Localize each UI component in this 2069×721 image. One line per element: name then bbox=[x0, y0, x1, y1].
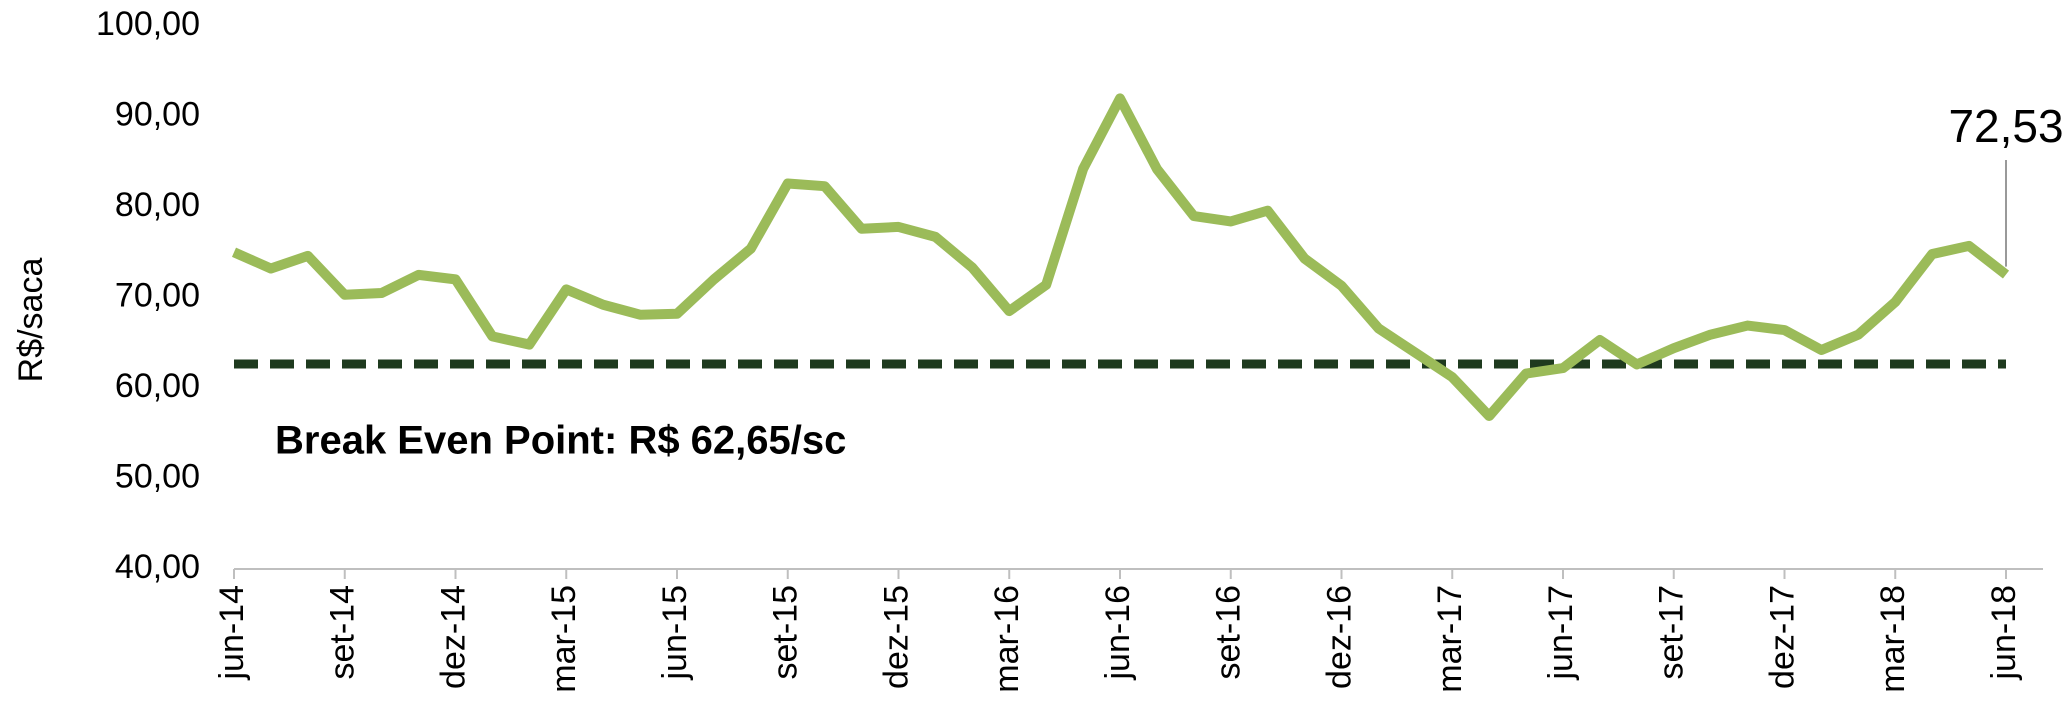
x-tick-label: set-16 bbox=[1210, 585, 1248, 680]
x-tick-label: set-15 bbox=[767, 585, 805, 680]
x-tick-label: set-14 bbox=[324, 585, 362, 680]
x-tick-label: jun-17 bbox=[1542, 585, 1580, 681]
y-tick-label: 90,00 bbox=[115, 95, 200, 133]
x-tick-label: mar-18 bbox=[1874, 585, 1912, 693]
reference-label: Break Even Point: R$ 62,65/sc bbox=[275, 419, 846, 463]
x-tick-label: mar-17 bbox=[1431, 585, 1469, 693]
y-tick-label: 70,00 bbox=[115, 276, 200, 314]
y-tick-label: 50,00 bbox=[115, 457, 200, 495]
x-tick-label: jun-16 bbox=[1099, 585, 1137, 681]
data-line bbox=[231, 93, 2010, 422]
x-tick-label: set-17 bbox=[1653, 585, 1691, 680]
x-tick-label: jun-15 bbox=[656, 585, 694, 681]
x-tick-label: dez-15 bbox=[877, 585, 915, 689]
data-label: 72,53 bbox=[1948, 100, 2063, 152]
y-tick-label: 40,00 bbox=[115, 548, 200, 586]
x-tick-label: jun-14 bbox=[213, 585, 251, 681]
y-tick-label: 60,00 bbox=[115, 367, 200, 405]
y-axis-title: R$/saca bbox=[12, 258, 50, 383]
x-tick-label: dez-16 bbox=[1320, 585, 1358, 689]
x-tick-label: jun-18 bbox=[1985, 585, 2023, 681]
x-tick-label: dez-14 bbox=[434, 585, 472, 689]
x-tick-label: dez-17 bbox=[1763, 585, 1801, 689]
y-tick-label: 100,00 bbox=[96, 5, 200, 43]
x-tick-label: mar-15 bbox=[545, 585, 583, 693]
x-tick-label: mar-16 bbox=[988, 585, 1026, 693]
y-tick-label: 80,00 bbox=[115, 186, 200, 224]
